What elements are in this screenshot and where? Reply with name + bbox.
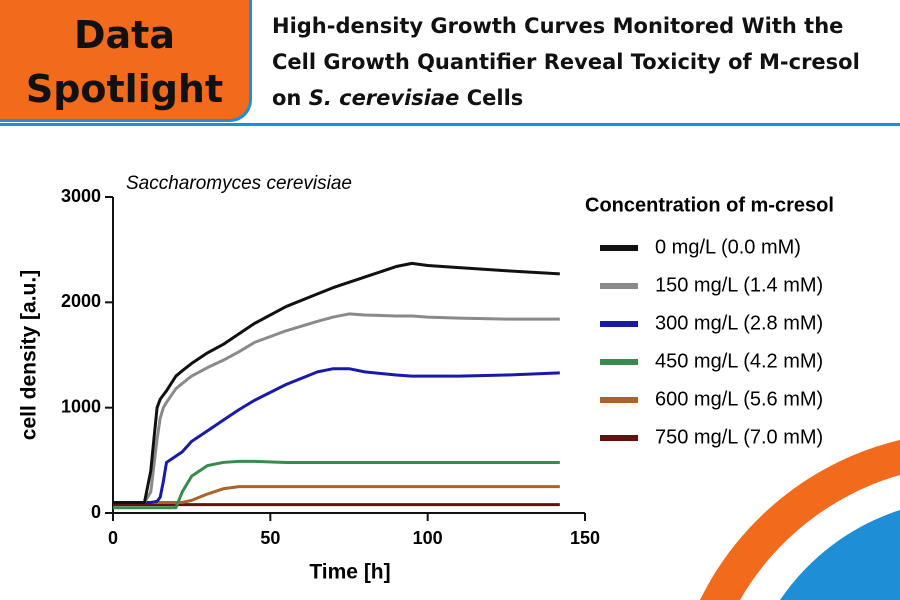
series-line: [113, 367, 560, 504]
title-italic: S. cerevisiae: [308, 86, 460, 110]
y-tick-label: 1000: [61, 396, 101, 416]
y-tick-label: 0: [91, 502, 101, 522]
legend-label: 150 mg/L (1.4 mM): [655, 274, 823, 296]
x-tick-label: 150: [570, 528, 600, 548]
series-line: [113, 312, 560, 504]
series-line: [113, 485, 560, 504]
decor-arc: [700, 440, 900, 600]
legend-label: 0 mg/L (0.0 mM): [655, 236, 801, 258]
y-axis-label: cell density [a.u.]: [18, 270, 41, 440]
x-tick-label: 50: [260, 528, 280, 548]
x-axis-label: Time [h]: [309, 561, 390, 584]
legend-label: 450 mg/L (4.2 mM): [655, 350, 823, 372]
legend-label: 750 mg/L (7.0 mM): [655, 426, 823, 448]
badge-line: Spotlight: [25, 67, 224, 111]
badge-line: Data: [74, 13, 175, 57]
series-line: [113, 459, 560, 510]
decor-arc: [780, 510, 900, 600]
x-tick-label: 100: [413, 528, 443, 548]
legend-label: 300 mg/L (2.8 mM): [655, 312, 823, 334]
legend-title: Concentration of m-cresol: [585, 194, 834, 216]
legend-label: 600 mg/L (5.6 mM): [655, 388, 823, 410]
header-title: High-density Growth Curves Monitored Wit…: [272, 8, 892, 116]
header-rule: [0, 123, 900, 126]
title-part: High-density Growth Curves Monitored Wit…: [272, 14, 860, 110]
badge: Data Spotlight: [0, 0, 252, 122]
y-tick-label: 3000: [61, 186, 101, 206]
y-tick-label: 2000: [61, 291, 101, 311]
title-part: Cells: [459, 86, 524, 110]
series-line: [113, 261, 560, 504]
x-tick-label: 0: [108, 528, 118, 548]
annotation: Saccharomyces cerevisiae: [126, 173, 352, 194]
